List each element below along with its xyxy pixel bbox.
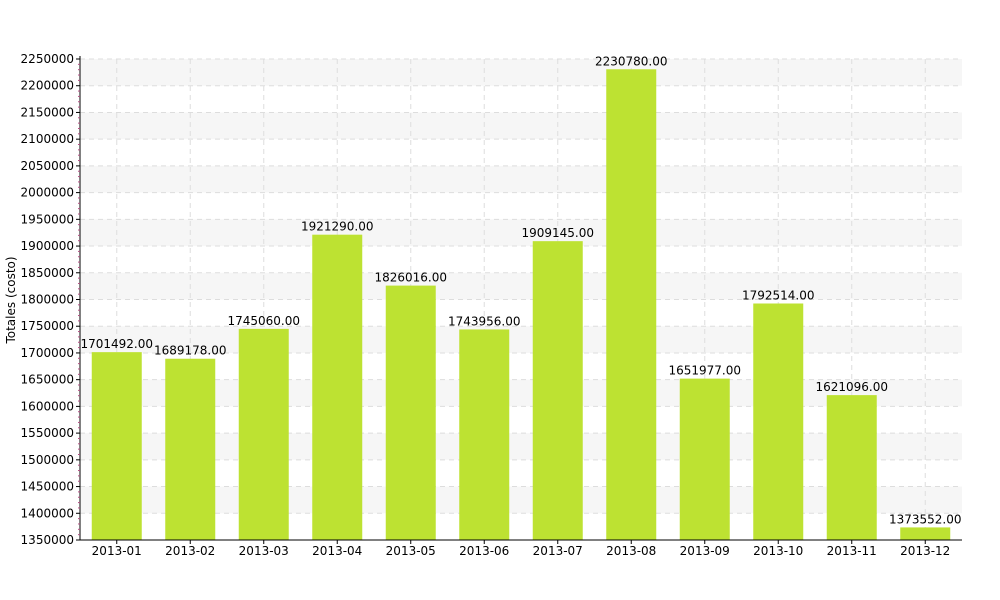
y-tick-label: 2200000 [21, 79, 74, 93]
background-band [80, 326, 962, 353]
x-tick-label: 2013-10 [753, 544, 803, 558]
background-band [80, 379, 962, 407]
bars [91, 69, 951, 540]
data-label: 2230780.00 [595, 54, 668, 68]
y-axis-title: Totales (costo) [4, 256, 18, 344]
background-band [80, 272, 962, 300]
x-tick-label: 2013-04 [312, 544, 362, 558]
x-tick-label: 2013-11 [827, 544, 877, 558]
y-tick-label: 1600000 [21, 399, 74, 413]
data-label: 1921290.00 [301, 220, 374, 234]
data-label: 1621096.00 [815, 380, 888, 394]
bar [385, 285, 436, 540]
plot-background-bands [80, 59, 962, 514]
y-tick-label: 2050000 [21, 159, 74, 173]
y-tick-label: 1850000 [21, 266, 74, 280]
data-label: 1745060.00 [227, 314, 300, 328]
bar [826, 395, 877, 540]
background-band [80, 165, 962, 193]
data-label: 1792514.00 [742, 289, 815, 303]
y-tick-label: 2000000 [21, 186, 74, 200]
bar [900, 527, 951, 540]
x-tick-label: 2013-12 [900, 544, 950, 558]
x-tick-label: 2013-07 [533, 544, 583, 558]
y-tick-label: 2150000 [21, 105, 74, 119]
y-tick-label: 1500000 [21, 453, 74, 467]
bar [532, 241, 583, 540]
data-label: 1651977.00 [668, 364, 741, 378]
x-tick-label: 2013-09 [680, 544, 730, 558]
data-label: 1909145.00 [521, 226, 594, 240]
x-tick-label: 2013-06 [459, 544, 509, 558]
y-tick-label: 1450000 [21, 480, 74, 494]
background-band [80, 59, 962, 86]
data-label: 1743956.00 [448, 314, 521, 328]
data-label: 1701492.00 [80, 337, 153, 351]
bar [753, 303, 804, 540]
background-band [80, 112, 962, 140]
x-tick-label: 2013-05 [386, 544, 436, 558]
y-axis-ticks: 1350000 1400000 1450000 1500000 1550000 16000… [21, 52, 80, 547]
background-band [80, 486, 962, 514]
y-tick-label: 1900000 [21, 239, 74, 253]
y-tick-label: 1350000 [21, 533, 74, 547]
background-band [80, 433, 962, 460]
data-label: 1689178.00 [154, 344, 227, 358]
y-tick-label: 1950000 [21, 212, 74, 226]
data-labels: 1701492.00 1689178.00 1745060.00 1921290.00… [80, 54, 961, 526]
bar [312, 234, 363, 540]
data-label: 1826016.00 [374, 271, 447, 285]
y-tick-label: 2100000 [21, 132, 74, 146]
bar [238, 328, 289, 540]
y-tick-label: 1650000 [21, 373, 74, 387]
y-tick-label: 1550000 [21, 426, 74, 440]
y-tick-label: 1400000 [21, 506, 74, 520]
bar [91, 352, 142, 540]
x-axis-ticks: 2013-01 2013-02 2013-03 2013-04 2013-05 2013-… [92, 540, 950, 558]
x-tick-label: 2013-01 [92, 544, 142, 558]
y-tick-label: 1800000 [21, 293, 74, 307]
y-tick-label: 2250000 [21, 52, 74, 66]
bar [679, 378, 730, 540]
bar [459, 329, 510, 540]
x-tick-label: 2013-03 [239, 544, 289, 558]
background-band [80, 219, 962, 247]
data-label: 1373552.00 [889, 512, 962, 526]
x-tick-label: 2013-08 [606, 544, 656, 558]
y-tick-label: 1700000 [21, 346, 74, 360]
y-tick-label: 1750000 [21, 319, 74, 333]
bar [606, 69, 657, 540]
x-tick-label: 2013-02 [165, 544, 215, 558]
bar [165, 358, 216, 540]
